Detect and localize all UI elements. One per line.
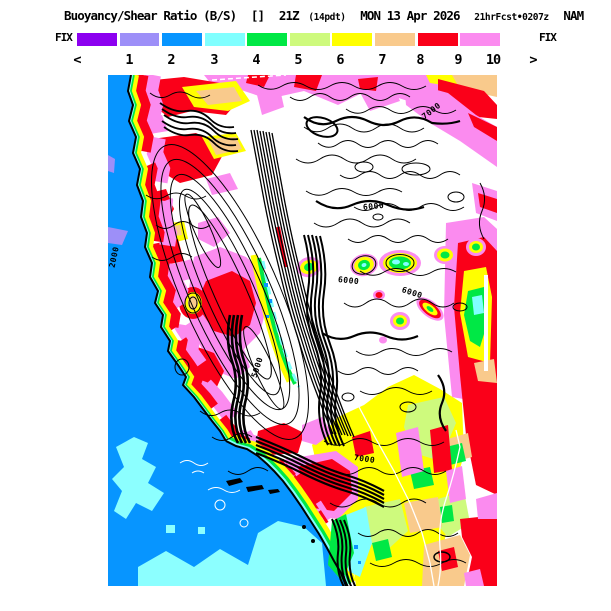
colorbar-swatch-3 — [162, 33, 203, 46]
title-valid-date: MON 13 Apr 2026 — [360, 8, 460, 23]
title-forecast-info: 21hrFcst•0207z — [474, 12, 549, 23]
colorbar-tick-5: 5 — [294, 52, 302, 68]
scale-shift-left-button[interactable]: < — [73, 52, 81, 68]
colorbar-swatch-4 — [204, 33, 245, 46]
colorbar-swatch-5 — [247, 33, 288, 46]
colorbar-tick-4: 4 — [252, 52, 260, 68]
colorbar-tick-8: 8 — [416, 52, 424, 68]
map-graphic — [108, 75, 497, 586]
colorbar-swatch-10 — [460, 33, 501, 46]
colorbar-swatch-9 — [417, 33, 458, 46]
colorbar-tick-7: 7 — [378, 52, 386, 68]
colorbar-ticks: <1 2 3 4 5 6 7 8 9 10 > — [0, 52, 611, 70]
title-model: NAM — [563, 8, 584, 23]
scale-shift-right-button[interactable]: > — [529, 52, 537, 68]
colorbar-swatch-6 — [289, 33, 330, 46]
colorbar-swatch-1 — [77, 33, 117, 46]
colorbar-tick-1: 1 — [125, 52, 133, 68]
fix-scale-right-button[interactable]: FIX — [539, 31, 557, 44]
map-canvas: 2000 6000 7000 6000 6000 5000 7000 — [108, 75, 497, 586]
fix-scale-left-button[interactable]: FIX — [55, 31, 73, 44]
colorbar-tick-3: 3 — [210, 52, 218, 68]
colorbar-swatch-2 — [119, 33, 160, 46]
title-bracket: [] — [250, 8, 265, 23]
colorbar-tick-10: 10 — [485, 52, 501, 68]
colorbar-swatch-7 — [332, 33, 373, 46]
title-valid-hour: 21Z — [278, 8, 300, 23]
colorbar-tick-2: 2 — [167, 52, 175, 68]
title-parameter: Buoyancy/Shear Ratio (B/S) — [64, 8, 237, 23]
chart-title: Buoyancy/Shear Ratio (B/S) [] 21Z (14pdt… — [64, 7, 588, 26]
colorbar-tick-9: 9 — [454, 52, 462, 68]
title-valid-hour-local: (14pdt) — [308, 12, 346, 23]
colorbar-swatch-8 — [375, 33, 415, 46]
colorbar-tick-6: 6 — [336, 52, 344, 68]
colorbar-swatches — [77, 33, 501, 46]
